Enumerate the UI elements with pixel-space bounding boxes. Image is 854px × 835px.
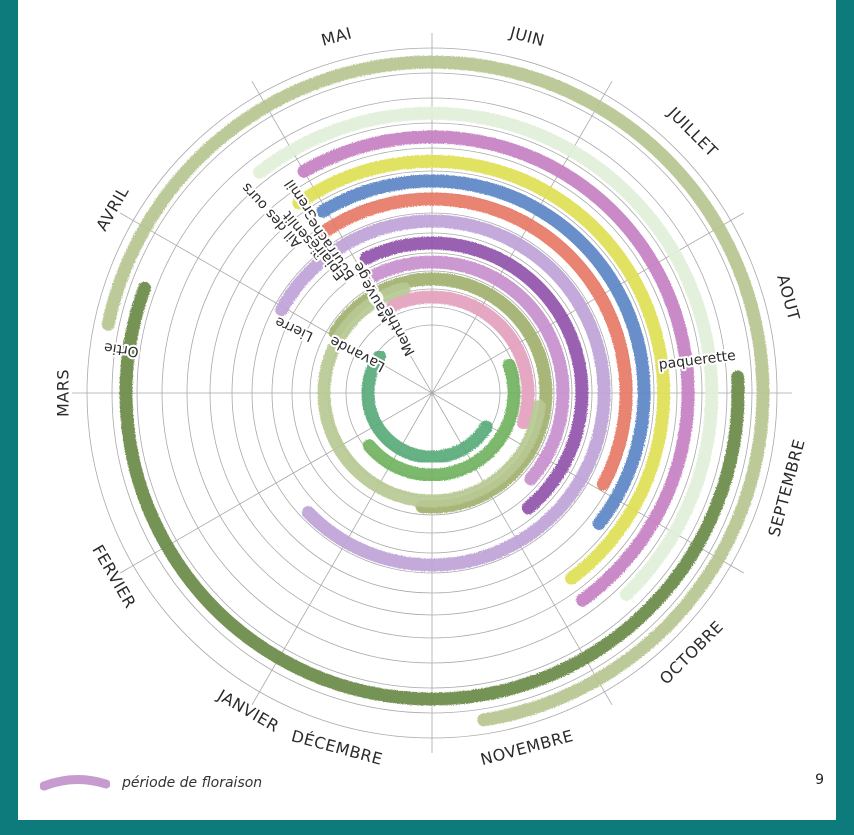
month-divider: [431, 81, 613, 394]
legend-label: période de floraison: [122, 775, 263, 791]
bloom-arc: [119, 281, 745, 706]
month-label: JUILLET: [663, 103, 721, 161]
plant-label: Menthe: [380, 304, 419, 358]
month-label: MARS: [54, 369, 73, 417]
month-label: SEPTEMBRE: [764, 437, 808, 539]
month-divider: [431, 212, 744, 394]
legend-swatch: [40, 774, 110, 791]
bloom-arc: [297, 130, 695, 607]
bloom-arc: [359, 236, 589, 515]
bloom-arc: [317, 192, 633, 491]
month-divider: [251, 81, 433, 394]
month-label: JUIN: [507, 23, 547, 51]
page-number: 9: [815, 772, 824, 788]
month-label: FERVIER: [88, 541, 139, 611]
bloom-arcs: [101, 55, 770, 727]
plant-label: Lierre: [273, 313, 316, 344]
legend: période de floraison: [40, 770, 262, 796]
month-label: MAI: [319, 23, 354, 49]
bloom-arc: [366, 255, 570, 486]
bloom-arc: [101, 55, 770, 727]
month-label: JANVIER: [214, 685, 283, 736]
plant-label: paquerette: [658, 348, 737, 373]
month-label: AOUT: [773, 273, 803, 323]
bloom-arc: [317, 282, 546, 508]
bloom-arc: [386, 290, 535, 430]
month-label: AVRIL: [92, 183, 133, 234]
bloom-arc: [362, 358, 521, 482]
bloom-arc: [361, 349, 493, 464]
bloom-arc: [316, 174, 651, 530]
bloom-arc: [253, 106, 719, 601]
bloom-arc: [292, 154, 671, 585]
bloom-arc: [275, 214, 611, 572]
